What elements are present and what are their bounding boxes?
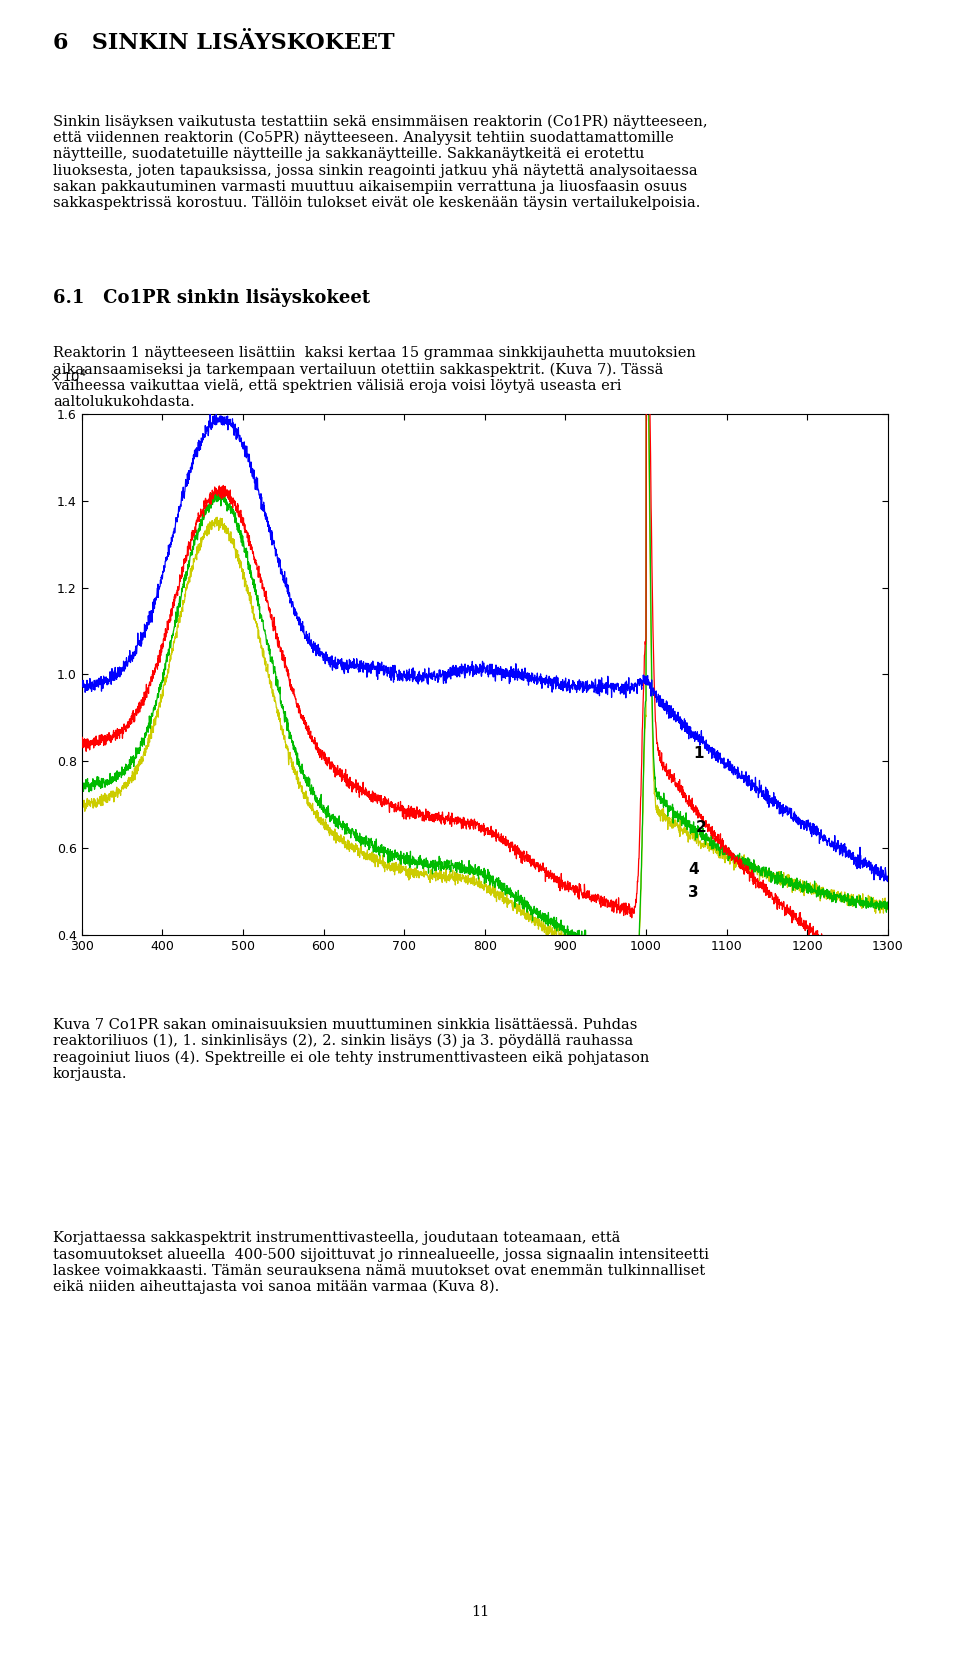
Text: Korjattaessa sakkaspektrit instrumenttivasteella, joudutaan toteamaan, että
taso: Korjattaessa sakkaspektrit instrumenttiv… [53, 1231, 708, 1294]
Text: 6   SINKIN LISÄYSKOKEET: 6 SINKIN LISÄYSKOKEET [53, 33, 395, 55]
Text: 1: 1 [693, 746, 704, 761]
Text: Reaktorin 1 näytteeseen lisättiin  kaksi kertaa 15 grammaa sinkkijauhetta muutok: Reaktorin 1 näytteeseen lisättiin kaksi … [53, 346, 696, 409]
Text: 11: 11 [470, 1605, 490, 1619]
Text: 2: 2 [696, 819, 707, 834]
Text: Kuva 7 Co1PR sakan ominaisuuksien muuttuminen sinkkia lisättäessä. Puhdas
reakto: Kuva 7 Co1PR sakan ominaisuuksien muuttu… [53, 1018, 649, 1081]
Text: 6.1   Co1PR sinkin lisäyskokeet: 6.1 Co1PR sinkin lisäyskokeet [53, 288, 370, 306]
Text: 3: 3 [688, 885, 699, 900]
Text: 4: 4 [688, 862, 699, 877]
Text: $\times\,10^4$: $\times\,10^4$ [49, 369, 87, 386]
Text: Sinkin lisäyksen vaikutusta testattiin sekä ensimmäisen reaktorin (Co1PR) näytte: Sinkin lisäyksen vaikutusta testattiin s… [53, 114, 708, 210]
